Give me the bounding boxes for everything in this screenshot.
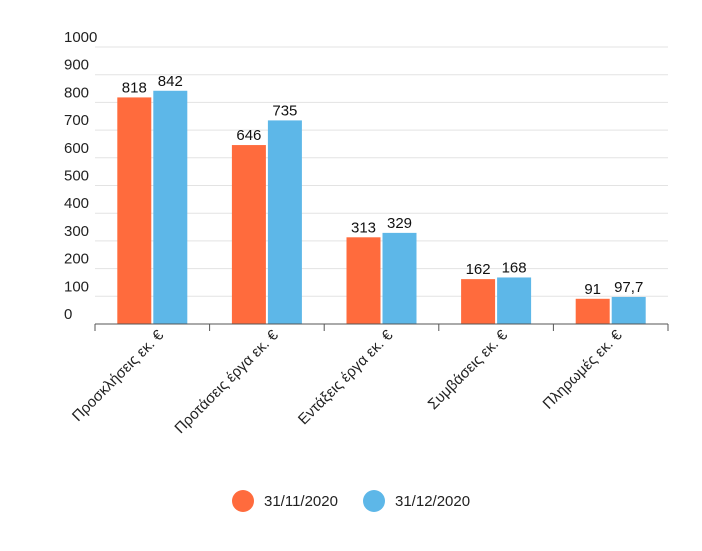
data-label: 842 bbox=[158, 73, 183, 90]
legend-label: 31/12/2020 bbox=[395, 493, 470, 510]
data-label: 646 bbox=[236, 127, 261, 144]
y-tick-label: 500 bbox=[64, 168, 89, 185]
bar bbox=[346, 237, 381, 324]
data-label: 313 bbox=[351, 219, 376, 236]
legend-marker bbox=[232, 490, 254, 512]
data-label: 329 bbox=[387, 215, 412, 232]
bar bbox=[382, 232, 417, 324]
bar bbox=[117, 97, 152, 324]
x-axis bbox=[94, 323, 669, 331]
y-tick-label: 900 bbox=[64, 57, 89, 74]
y-axis-ticks: 0 100 200 300 400 500 600 700 800 900 1000 bbox=[64, 29, 97, 323]
legend: 31/11/2020 31/12/2020 bbox=[232, 490, 470, 512]
bar bbox=[153, 90, 188, 325]
data-label: 168 bbox=[502, 259, 527, 276]
data-label: 162 bbox=[466, 261, 491, 278]
bar bbox=[231, 145, 266, 324]
data-label: 818 bbox=[122, 79, 147, 96]
data-label: 91 bbox=[584, 281, 601, 298]
x-tick-label: Προτάσεις έργα εκ. € bbox=[171, 326, 282, 437]
y-tick-label: 100 bbox=[64, 278, 89, 295]
data-label: 735 bbox=[272, 102, 297, 119]
x-tick-label: Προσκλήσεις εκ. € bbox=[69, 326, 168, 425]
bar bbox=[611, 296, 646, 324]
gridlines bbox=[95, 46, 668, 297]
bar bbox=[461, 279, 496, 324]
legend-label: 31/11/2020 bbox=[264, 493, 338, 510]
y-tick-label: 800 bbox=[64, 84, 89, 101]
y-tick-label: 0 bbox=[64, 306, 72, 323]
y-tick-label: 200 bbox=[64, 251, 89, 268]
bar bbox=[267, 120, 302, 324]
x-tick-label: Συμβάσεις εκ. € bbox=[425, 326, 512, 413]
y-tick-label: 600 bbox=[64, 140, 89, 157]
y-tick-label: 1000 bbox=[64, 29, 97, 46]
y-tick-label: 700 bbox=[64, 112, 89, 129]
bars bbox=[117, 90, 646, 325]
y-tick-label: 300 bbox=[64, 223, 89, 240]
data-labels: 818 842 646 735 313 329 162 168 91 97,7 bbox=[122, 73, 644, 298]
bar bbox=[497, 277, 532, 324]
x-axis-ticks: Προσκλήσεις εκ. € Προτάσεις έργα εκ. € Εντ… bbox=[69, 326, 626, 437]
x-tick-label: Εντάξεις έργα εκ. € bbox=[295, 326, 397, 428]
legend-marker bbox=[363, 490, 385, 512]
y-tick-label: 400 bbox=[64, 195, 89, 212]
bar bbox=[575, 298, 610, 324]
data-label: 97,7 bbox=[614, 279, 643, 296]
x-tick-label: Πληρωμές εκ. € bbox=[540, 326, 626, 412]
